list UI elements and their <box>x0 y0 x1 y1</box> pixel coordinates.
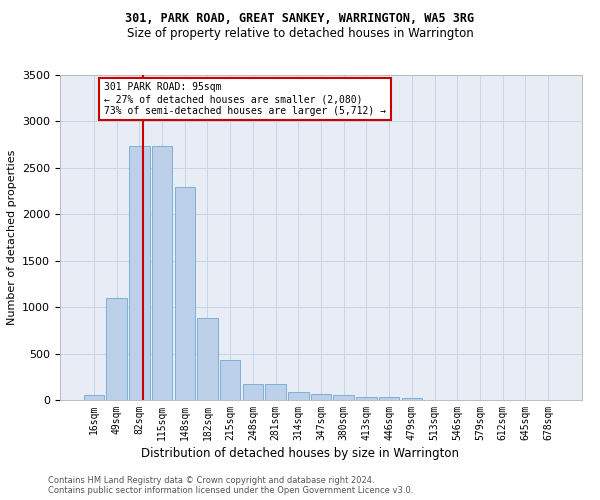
Bar <box>106 298 127 400</box>
Text: 301 PARK ROAD: 95sqm
← 27% of detached houses are smaller (2,080)
73% of semi-de: 301 PARK ROAD: 95sqm ← 27% of detached h… <box>104 82 386 116</box>
Bar <box>197 318 218 400</box>
Text: Size of property relative to detached houses in Warrington: Size of property relative to detached ho… <box>127 28 473 40</box>
Bar <box>334 395 354 400</box>
Bar <box>311 394 331 400</box>
Bar <box>220 360 241 400</box>
Text: 301, PARK ROAD, GREAT SANKEY, WARRINGTON, WA5 3RG: 301, PARK ROAD, GREAT SANKEY, WARRINGTON… <box>125 12 475 26</box>
Bar <box>401 398 422 400</box>
Bar <box>129 146 149 400</box>
Text: Distribution of detached houses by size in Warrington: Distribution of detached houses by size … <box>141 448 459 460</box>
Bar <box>288 392 308 400</box>
Bar <box>242 384 263 400</box>
Bar <box>356 397 377 400</box>
Bar <box>265 384 286 400</box>
Bar <box>152 146 172 400</box>
Text: Contains HM Land Registry data © Crown copyright and database right 2024.: Contains HM Land Registry data © Crown c… <box>48 476 374 485</box>
Text: Contains public sector information licensed under the Open Government Licence v3: Contains public sector information licen… <box>48 486 413 495</box>
Bar <box>379 397 400 400</box>
Y-axis label: Number of detached properties: Number of detached properties <box>7 150 17 325</box>
Bar <box>175 188 195 400</box>
Bar <box>84 396 104 400</box>
